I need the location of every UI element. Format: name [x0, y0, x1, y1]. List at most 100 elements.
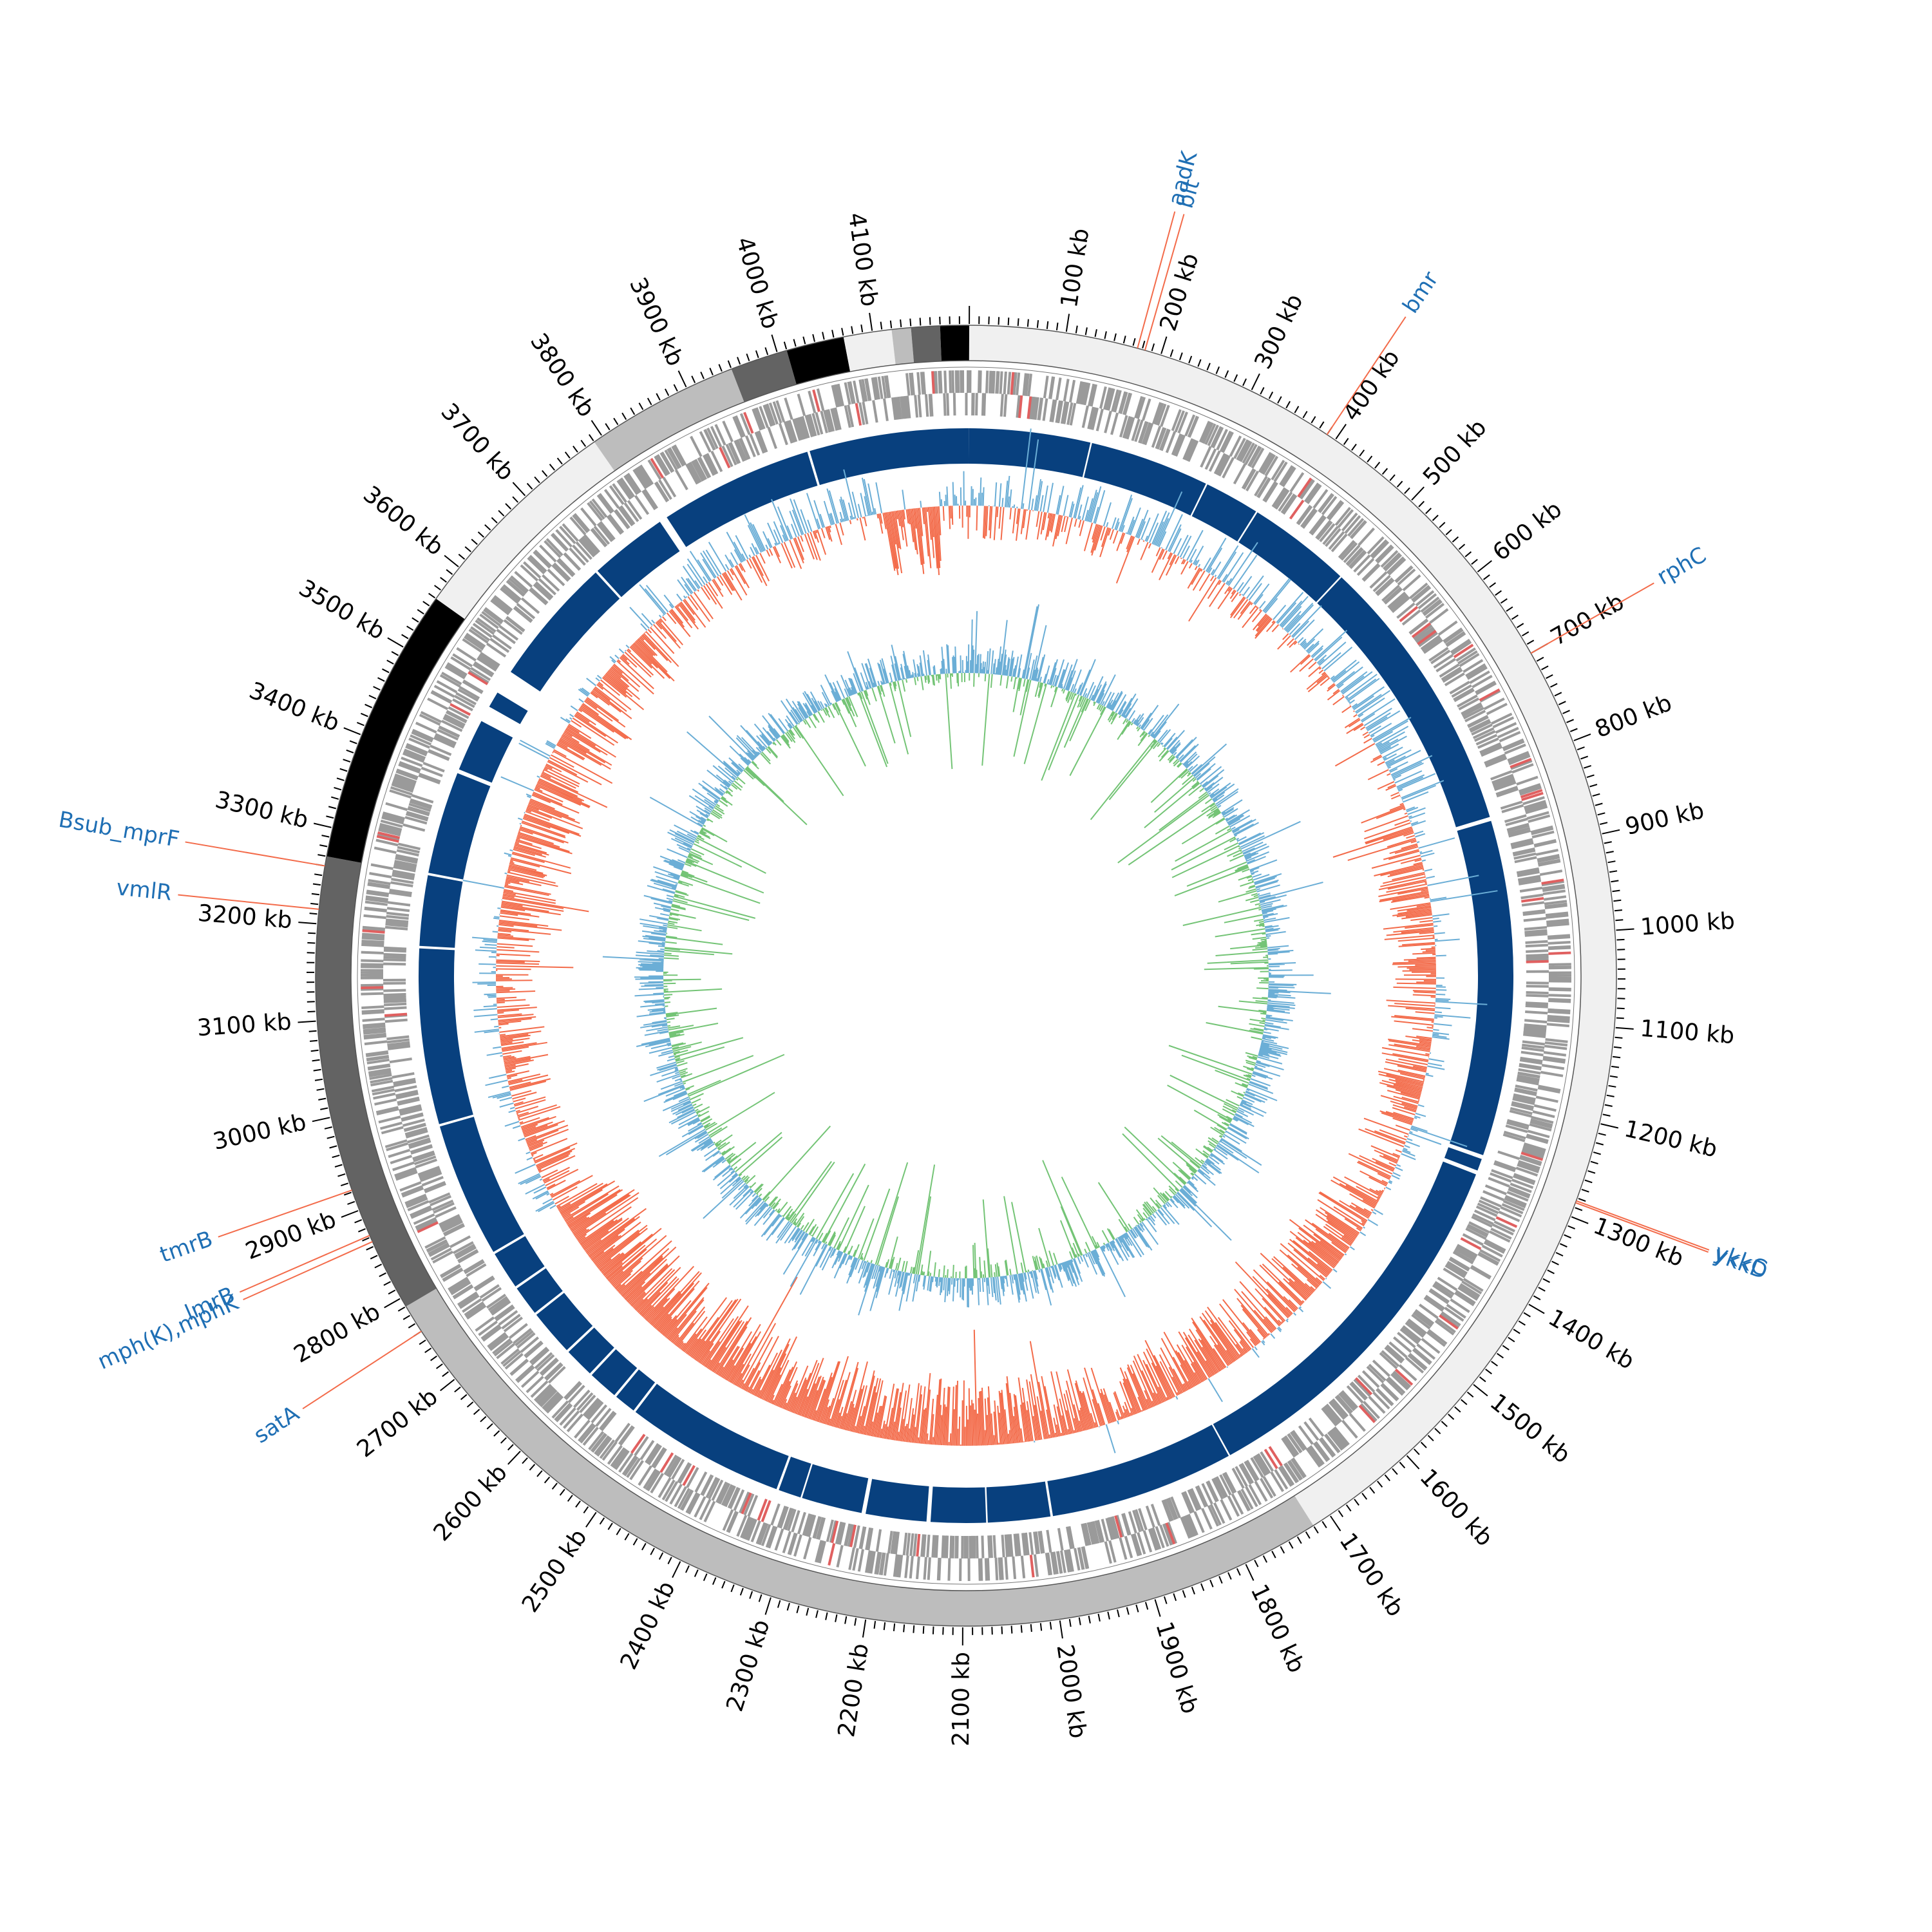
alignment-block-22: [419, 948, 473, 1124]
tick-label: 1600 kb: [1414, 1464, 1497, 1551]
tick-label: 1800 kb: [1245, 1580, 1310, 1677]
alignment-block-13: [779, 1457, 811, 1498]
contig-inner-border: [350, 360, 1582, 1591]
tick-label: 600 kb: [1488, 496, 1567, 566]
gene-leader-line: [185, 841, 325, 867]
alignment-block-16: [591, 1349, 638, 1396]
tick-label: 3500 kb: [294, 574, 389, 645]
tick-label: 1000 kb: [1640, 908, 1736, 941]
tick-label: 100 kb: [1056, 227, 1095, 310]
alignment-block-7: [1213, 1161, 1477, 1455]
alignment-ring: [419, 428, 1513, 1523]
alignment-block-0: [968, 428, 1091, 477]
tick-label: 900 kb: [1623, 797, 1707, 840]
gene-leader-line: [1530, 582, 1654, 654]
tick-label: 500 kb: [1418, 414, 1492, 490]
gene-track-border: [357, 366, 1575, 1585]
alignment-block-21: [439, 1117, 524, 1253]
tick-label: 2500 kb: [517, 1524, 592, 1617]
alignment-block-17: [568, 1327, 614, 1374]
alignment-block-4: [1317, 577, 1490, 828]
tick-label: 2100 kb: [948, 1652, 975, 1747]
gene-leader-line: [1576, 1200, 1710, 1251]
gene-label: vmlR: [115, 875, 173, 906]
contig-ring: [315, 325, 1617, 1627]
skew-negative-bars: [663, 672, 1269, 1279]
alignment-block-27: [510, 573, 620, 692]
contig-segment-3: [327, 598, 465, 863]
tick-label: 1900 kb: [1150, 1619, 1203, 1717]
tick-label: 2700 kb: [352, 1383, 443, 1463]
tick-label: 4000 kb: [731, 234, 784, 332]
contig-segment-10: [911, 325, 942, 363]
alignment-block-5: [1450, 820, 1513, 1155]
tick-label: 2800 kb: [290, 1298, 385, 1368]
tick-label: 1700 kb: [1334, 1528, 1408, 1622]
gene-track-ring: [357, 366, 1575, 1585]
alignment-block-1: [1084, 442, 1206, 516]
gene-leader-line: [239, 1235, 370, 1293]
alignment-block-29: [667, 451, 818, 547]
tick-label: 3000 kb: [211, 1109, 308, 1155]
gc-negative-bars: [495, 505, 1437, 1446]
alignment-block-30: [810, 428, 969, 486]
tick-label: 1200 kb: [1622, 1115, 1719, 1162]
alignment-block-25: [459, 721, 513, 783]
gene-leader-line: [243, 1241, 373, 1300]
gene-leader-line: [218, 1189, 352, 1238]
tick-label: 2900 kb: [242, 1206, 340, 1265]
gene-leader-line: [1575, 1202, 1709, 1253]
tick-label: 4100 kb: [843, 211, 883, 308]
gene-leader-line: [1326, 316, 1406, 435]
alignment-block-9: [986, 1481, 1051, 1523]
alignment-block-20: [495, 1236, 545, 1287]
gene-leader-line: [178, 894, 319, 910]
gene-leader-line: [1137, 211, 1176, 348]
gene-track-highlights: [361, 371, 1571, 1578]
tick-label: 3600 kb: [358, 481, 448, 561]
alignment-block-18: [536, 1293, 593, 1350]
tick-label: 3800 kb: [525, 329, 600, 422]
tick-label: 700 kb: [1546, 589, 1629, 651]
alignment-block-26: [489, 692, 528, 724]
tick-label: 300 kb: [1250, 290, 1309, 373]
contig-segment-4: [436, 442, 615, 620]
tick-label: 3400 kb: [245, 677, 343, 737]
alignment-block-10: [930, 1486, 987, 1523]
alignment-block-6: [1444, 1147, 1482, 1171]
tick-label: 200 kb: [1155, 250, 1204, 334]
contig-outer-border: [315, 325, 1617, 1627]
tick-label: 2600 kb: [429, 1459, 513, 1546]
gene-leader-line: [1144, 214, 1185, 351]
tick-label: 2400 kb: [616, 1577, 681, 1674]
gene-label: rphC: [1653, 542, 1710, 591]
gene-label: satA: [249, 1401, 304, 1449]
contig-segment-7: [786, 337, 851, 384]
tick-label: 1300 kb: [1589, 1213, 1687, 1272]
alignment-block-15: [616, 1369, 656, 1411]
tick-label: 800 kb: [1591, 690, 1675, 743]
alignment-block-12: [802, 1464, 869, 1513]
skew-positive-bars: [602, 604, 1331, 1316]
tick-label: 2200 kb: [833, 1642, 874, 1739]
alignment-block-28: [597, 522, 680, 598]
tick-label: 3100 kb: [196, 1009, 292, 1041]
gene-track-marks: [360, 370, 1572, 1582]
gene-label: tmrB: [156, 1226, 216, 1268]
tick-label: 1100 kb: [1639, 1016, 1736, 1050]
gene-leader-line: [302, 1331, 422, 1410]
tick-label: 3700 kb: [435, 399, 518, 486]
contig-segment-11: [940, 325, 970, 361]
alignment-block-24: [428, 773, 491, 880]
contig-segment-5: [594, 368, 744, 471]
alignment-block-2: [1191, 484, 1256, 542]
tick-label: 1500 kb: [1485, 1389, 1575, 1469]
tick-label: 3300 kb: [213, 786, 310, 833]
gc-positive-bars: [462, 428, 1498, 1454]
alignment-block-19: [516, 1268, 563, 1313]
contig-segment-2: [315, 856, 437, 1307]
alignment-block-23: [419, 875, 463, 948]
gene-label: Bsub_mprF: [57, 807, 181, 853]
alignment-block-3: [1238, 512, 1341, 602]
